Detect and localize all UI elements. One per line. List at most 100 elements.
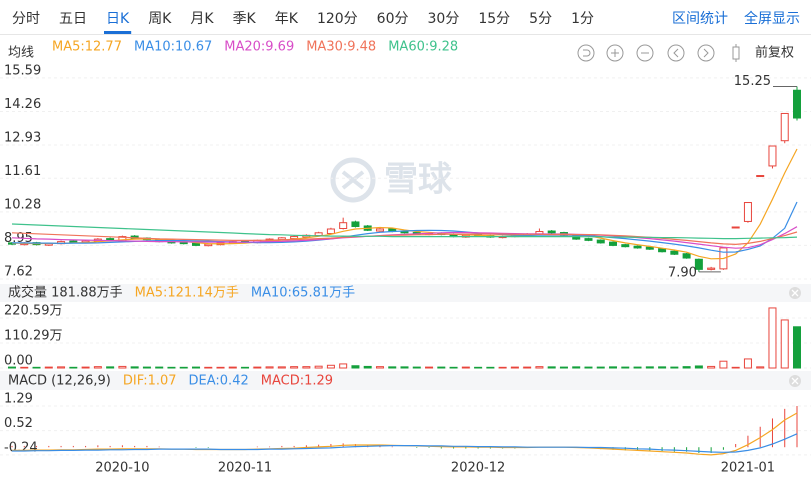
volume-bar: [204, 366, 213, 369]
volume-bar: [633, 366, 642, 369]
close-icon: [791, 289, 799, 297]
candle-body: [314, 232, 323, 237]
y-tick-label: 220.59万: [4, 304, 63, 319]
volume-bar: [253, 366, 262, 369]
volume-bar: [523, 366, 532, 369]
active-tab-underline: [104, 31, 132, 34]
candle-body: [633, 245, 642, 249]
period-tab[interactable]: 5分: [529, 11, 552, 27]
macd-line: [12, 433, 798, 453]
period-tab[interactable]: 月K: [190, 11, 214, 27]
period-tab[interactable]: 1分: [571, 11, 594, 27]
zoom-out-button[interactable]: [636, 44, 654, 62]
scroll-left-button[interactable]: [667, 44, 685, 62]
y-tick-label: -0.24: [4, 440, 38, 455]
volume-bar: [682, 366, 691, 369]
volume-bar: [780, 319, 789, 369]
period-tab[interactable]: 季K: [233, 11, 257, 27]
volume-bar: [731, 366, 740, 369]
period-tab[interactable]: 30分: [428, 11, 460, 27]
volume-bar: [768, 307, 777, 369]
candle-body: [375, 228, 384, 232]
reset-icon: [583, 49, 591, 57]
period-tab[interactable]: 60分: [377, 11, 409, 27]
legend-entry: MA10:10.67: [134, 40, 212, 55]
period-tab[interactable]: 五日: [59, 11, 87, 27]
legend-entry: MA10:65.81万手: [251, 286, 355, 301]
legend-entry: MACD:1.29: [261, 374, 333, 389]
zoom-in-button[interactable]: [606, 44, 624, 62]
watermark-logo-mark: [341, 170, 365, 190]
legend-entry: MA20:9.69: [224, 40, 294, 55]
volume-bar: [412, 366, 421, 369]
candle-body: [204, 243, 213, 247]
watermark-logo: [330, 157, 376, 203]
candle-style-button[interactable]: [732, 46, 740, 60]
volume-bar: [535, 366, 544, 369]
volume-bar: [228, 366, 237, 369]
volume-bar: [69, 366, 78, 369]
toolbar-action[interactable]: 区间统计: [672, 11, 728, 27]
volume-bar: [44, 366, 53, 369]
volume-bar: [8, 366, 16, 369]
candle-body: [793, 89, 801, 119]
ma-line: [11, 148, 798, 260]
volume-close[interactable]: [789, 287, 801, 299]
volume-bar: [474, 366, 483, 369]
volume-bar: [167, 366, 176, 369]
volume-bar: [191, 366, 200, 369]
volume-bar: [670, 366, 679, 369]
volume-bar: [351, 365, 360, 369]
volume-bar: [437, 366, 446, 369]
volume-bar: [596, 366, 605, 369]
adjust-mode[interactable]: 前复权: [755, 45, 794, 61]
chart-controls: 前复权: [577, 44, 794, 62]
macd-title: MACD (12,26,9): [8, 374, 111, 389]
volume-bar: [81, 366, 90, 369]
volume-bar: [743, 358, 752, 369]
volume-bar: [547, 366, 556, 369]
volume-bar: [584, 366, 593, 369]
volume-bar: [449, 366, 458, 369]
volume-bar: [645, 366, 654, 369]
volume-bar: [609, 366, 618, 369]
volume-bar: [93, 366, 102, 369]
candle-body: [682, 253, 691, 259]
volume-bar: [302, 366, 311, 369]
candle-body: [645, 246, 654, 250]
period-tab[interactable]: 日K: [106, 11, 130, 27]
y-tick-label: 11.61: [4, 164, 41, 179]
toolbar-action[interactable]: 全屏显示: [744, 10, 800, 27]
volume-bar: [756, 366, 765, 369]
min-annotation: 7.90: [668, 265, 697, 280]
period-tab[interactable]: 周K: [148, 11, 172, 27]
volume-bar: [265, 366, 274, 369]
period-tab[interactable]: 分时: [12, 11, 40, 27]
scroll-right-button[interactable]: [697, 44, 715, 62]
volume-bar: [486, 366, 495, 369]
max-annotation: 15.25: [734, 74, 771, 89]
volume-bar: [314, 365, 323, 369]
volume-bar: [510, 366, 519, 369]
reset-button[interactable]: [577, 44, 595, 62]
volume-bar: [400, 366, 409, 369]
period-tab[interactable]: 120分: [317, 11, 358, 27]
volume-bar: [363, 365, 372, 369]
macd-close[interactable]: [789, 375, 801, 387]
candle-body: [326, 228, 335, 235]
candle-body: [547, 230, 556, 234]
candle-body: [780, 112, 789, 142]
x-tick-label: 2021-01: [721, 461, 775, 476]
scroll-right-icon: [703, 48, 709, 58]
volume-bar: [719, 360, 728, 369]
period-tab[interactable]: 15分: [478, 11, 510, 27]
volume-bar: [290, 366, 299, 369]
period-tab[interactable]: 年K: [275, 11, 299, 27]
candle-body: [179, 242, 188, 245]
candle-body: [69, 240, 78, 243]
volume-bar: [707, 365, 716, 369]
y-tick-label: 1.29: [4, 391, 33, 406]
legend-entry: MA5:121.14万手: [135, 286, 239, 301]
candle-body: [670, 250, 679, 255]
